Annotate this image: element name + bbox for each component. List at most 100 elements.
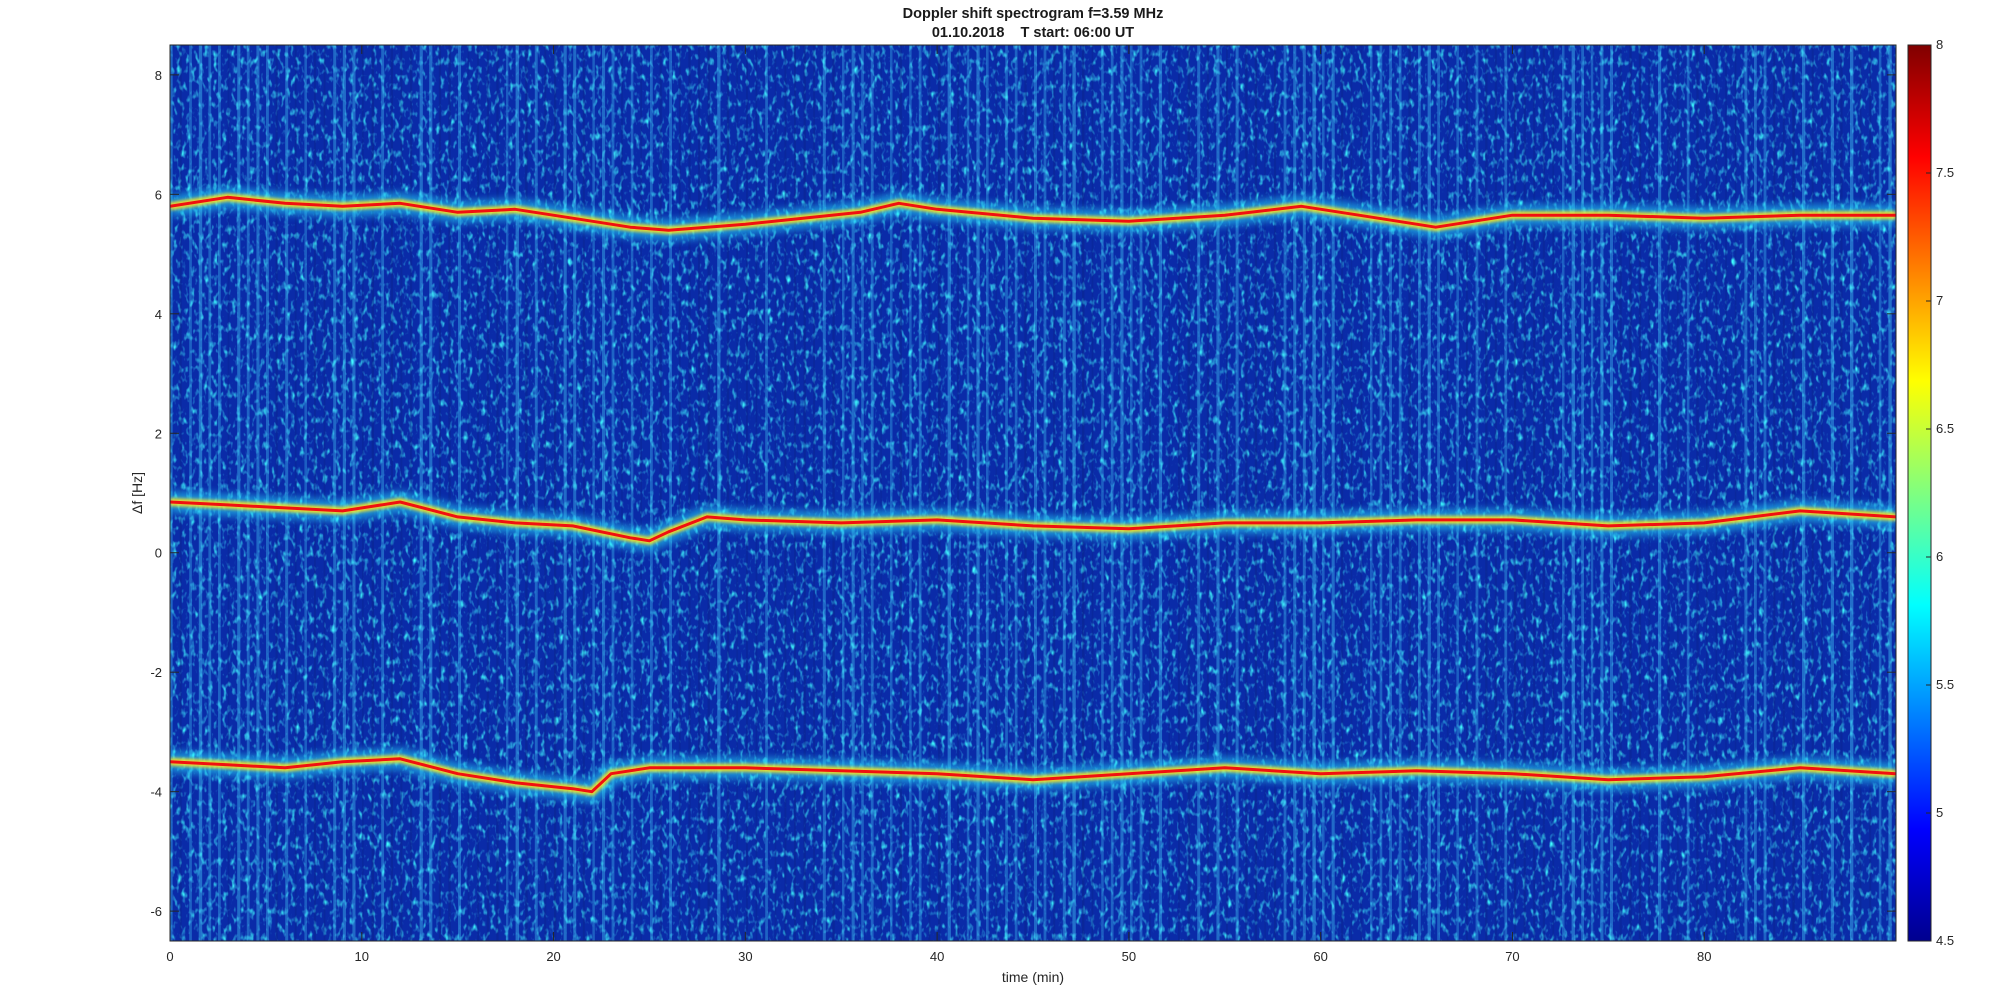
time-stripe bbox=[266, 45, 269, 941]
time-stripe bbox=[1677, 45, 1679, 941]
time-stripe bbox=[1571, 45, 1575, 941]
time-stripe bbox=[1312, 45, 1316, 941]
time-stripe bbox=[448, 45, 451, 941]
time-stripe bbox=[1859, 45, 1862, 941]
time-stripe bbox=[1811, 45, 1814, 941]
time-stripe bbox=[1782, 45, 1785, 941]
time-stripe bbox=[1802, 45, 1806, 941]
time-stripe bbox=[938, 45, 941, 941]
time-stripe bbox=[1610, 45, 1613, 941]
y-axis-label: Δf [Hz] bbox=[129, 472, 145, 514]
time-stripe bbox=[1254, 45, 1258, 941]
time-stripe bbox=[851, 45, 855, 941]
x-tick-label: 80 bbox=[1697, 949, 1711, 964]
time-stripe bbox=[1322, 45, 1325, 941]
time-stripe bbox=[438, 45, 442, 941]
time-stripe bbox=[1437, 45, 1440, 941]
time-stripe bbox=[1034, 45, 1038, 941]
plot-area bbox=[170, 45, 1896, 941]
time-stripe bbox=[1485, 45, 1488, 941]
time-stripe bbox=[870, 45, 874, 941]
trace-line-1 bbox=[170, 195, 1896, 232]
time-stripe bbox=[822, 45, 826, 941]
time-stripe bbox=[1053, 45, 1056, 941]
y-tick-label: 4 bbox=[155, 307, 162, 322]
time-stripe bbox=[1283, 45, 1287, 941]
time-stripe bbox=[534, 45, 538, 941]
time-stripe bbox=[506, 45, 509, 941]
colorbar-ticks: 4.5 5 5.5 6 6.5 7 7.5 8 bbox=[1926, 37, 1954, 948]
time-stripe bbox=[323, 45, 326, 941]
time-stripe bbox=[304, 45, 307, 941]
time-stripe bbox=[755, 45, 758, 941]
time-stripe bbox=[842, 45, 845, 941]
time-stripe bbox=[957, 45, 960, 941]
time-stripe bbox=[1744, 45, 1748, 941]
time-stripe bbox=[1667, 45, 1670, 941]
time-stripe bbox=[1427, 45, 1431, 941]
time-stripe bbox=[554, 45, 557, 941]
colorbar-tick-label: 4.5 bbox=[1936, 933, 1954, 948]
time-stripe bbox=[1830, 45, 1834, 941]
colorbar-tick-label: 5 bbox=[1936, 805, 1943, 820]
x-tick-label: 40 bbox=[930, 949, 944, 964]
noise-speckle bbox=[170, 45, 1896, 941]
y-tick-label: -4 bbox=[150, 785, 162, 800]
time-stripe bbox=[1562, 45, 1565, 941]
time-stripe bbox=[1110, 45, 1114, 941]
time-stripe bbox=[909, 45, 912, 941]
time-stripe bbox=[1600, 45, 1604, 941]
time-stripe bbox=[1590, 45, 1594, 941]
time-stripe bbox=[880, 45, 882, 941]
time-stripe bbox=[621, 45, 623, 941]
time-stripe bbox=[1542, 45, 1545, 941]
time-stripe bbox=[1706, 45, 1708, 941]
time-stripe bbox=[333, 45, 337, 941]
time-stripe bbox=[1101, 45, 1104, 941]
plot-frame bbox=[169, 44, 1897, 942]
time-stripe bbox=[832, 45, 835, 941]
time-stripe bbox=[467, 45, 470, 941]
time-stripe bbox=[640, 45, 642, 941]
time-stripe bbox=[736, 45, 738, 941]
time-stripe bbox=[1456, 45, 1459, 941]
time-stripe bbox=[342, 45, 346, 941]
time-stripe bbox=[1062, 45, 1066, 941]
time-stripe bbox=[419, 45, 423, 941]
time-stripe bbox=[1072, 45, 1076, 941]
time-stripe bbox=[1274, 45, 1277, 941]
time-stripe bbox=[1158, 45, 1163, 941]
time-stripe bbox=[525, 45, 528, 941]
time-stripe bbox=[1350, 45, 1353, 941]
x-tick-label: 50 bbox=[1122, 949, 1136, 964]
y-tick-label: -2 bbox=[150, 665, 162, 680]
time-stripe bbox=[1178, 45, 1180, 941]
x-tick-label: 10 bbox=[355, 949, 369, 964]
colorbar-tick-label: 6 bbox=[1936, 549, 1943, 564]
time-stripe bbox=[1130, 45, 1133, 941]
x-tick-label: 30 bbox=[738, 949, 752, 964]
time-stripe bbox=[1754, 45, 1757, 941]
time-stripe bbox=[1792, 45, 1795, 941]
time-stripe bbox=[237, 45, 241, 941]
time-stripe bbox=[1773, 45, 1776, 941]
x-tick-label: 70 bbox=[1505, 949, 1519, 964]
time-stripe bbox=[256, 45, 260, 941]
trace-line-3 bbox=[170, 757, 1896, 794]
x-tick-label: 20 bbox=[546, 949, 560, 964]
time-stripe bbox=[986, 45, 989, 941]
time-stripe bbox=[746, 45, 748, 941]
time-stripe bbox=[294, 45, 297, 941]
time-stripe bbox=[496, 45, 499, 941]
time-stripe bbox=[1475, 45, 1479, 941]
time-stripe bbox=[813, 45, 816, 941]
time-stripe bbox=[1619, 45, 1622, 941]
x-tick-label: 0 bbox=[166, 949, 173, 964]
time-stripe bbox=[1206, 45, 1209, 941]
time-stripe bbox=[362, 45, 364, 941]
time-stripe bbox=[1869, 45, 1872, 941]
time-stripe bbox=[995, 45, 998, 941]
colorbar-tick-label: 7 bbox=[1936, 293, 1943, 308]
time-stripe bbox=[1398, 45, 1402, 941]
